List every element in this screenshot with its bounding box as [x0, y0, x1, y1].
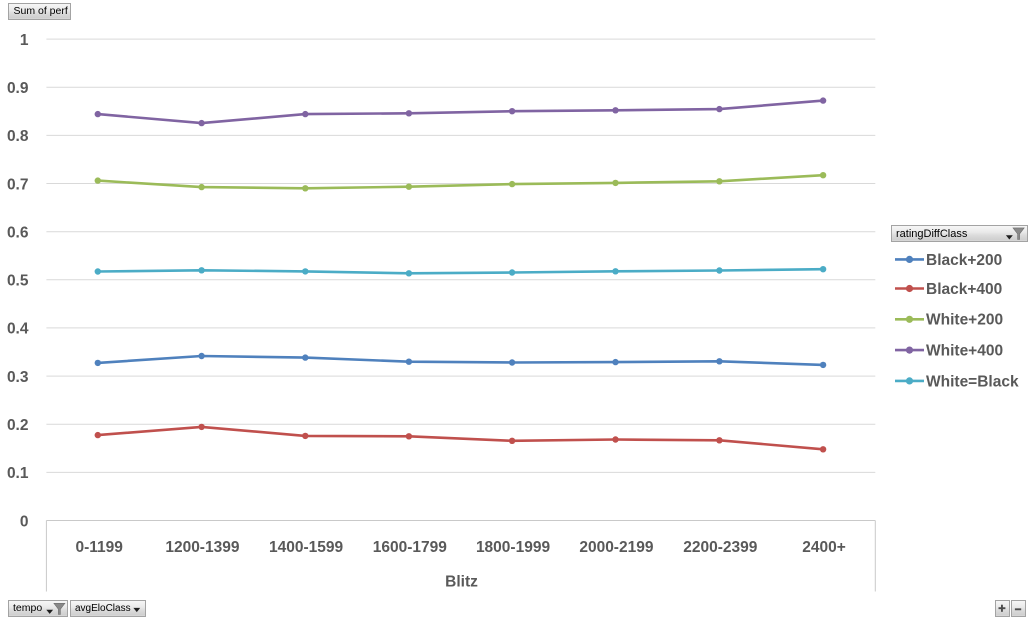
svg-text:0: 0	[20, 513, 29, 530]
svg-text:Black+400: Black+400	[926, 281, 1002, 298]
svg-text:Blitz: Blitz	[445, 574, 478, 591]
svg-text:1600-1799: 1600-1799	[373, 539, 448, 556]
svg-text:White=Black: White=Black	[926, 373, 1019, 390]
svg-text:2400+: 2400+	[802, 539, 846, 556]
svg-text:0.9: 0.9	[7, 80, 29, 97]
svg-text:0.8: 0.8	[7, 128, 29, 145]
svg-text:1400-1599: 1400-1599	[269, 539, 344, 556]
svg-text:0-1199: 0-1199	[75, 539, 123, 556]
svg-text:White+200: White+200	[926, 312, 1003, 329]
svg-text:0.3: 0.3	[7, 369, 29, 386]
svg-text:0.2: 0.2	[7, 417, 29, 434]
svg-text:2000-2199: 2000-2199	[579, 539, 654, 556]
svg-text:0.5: 0.5	[7, 273, 29, 290]
svg-text:1: 1	[20, 32, 29, 49]
svg-text:White+400: White+400	[926, 343, 1003, 360]
svg-text:0.6: 0.6	[7, 225, 29, 242]
svg-text:Black+200: Black+200	[926, 252, 1002, 269]
svg-text:0.1: 0.1	[7, 465, 29, 482]
svg-text:0.7: 0.7	[7, 176, 29, 193]
svg-text:1800-1999: 1800-1999	[476, 539, 551, 556]
svg-text:2200-2399: 2200-2399	[683, 539, 758, 556]
svg-text:1200-1399: 1200-1399	[165, 539, 240, 556]
svg-text:0.4: 0.4	[7, 321, 29, 338]
